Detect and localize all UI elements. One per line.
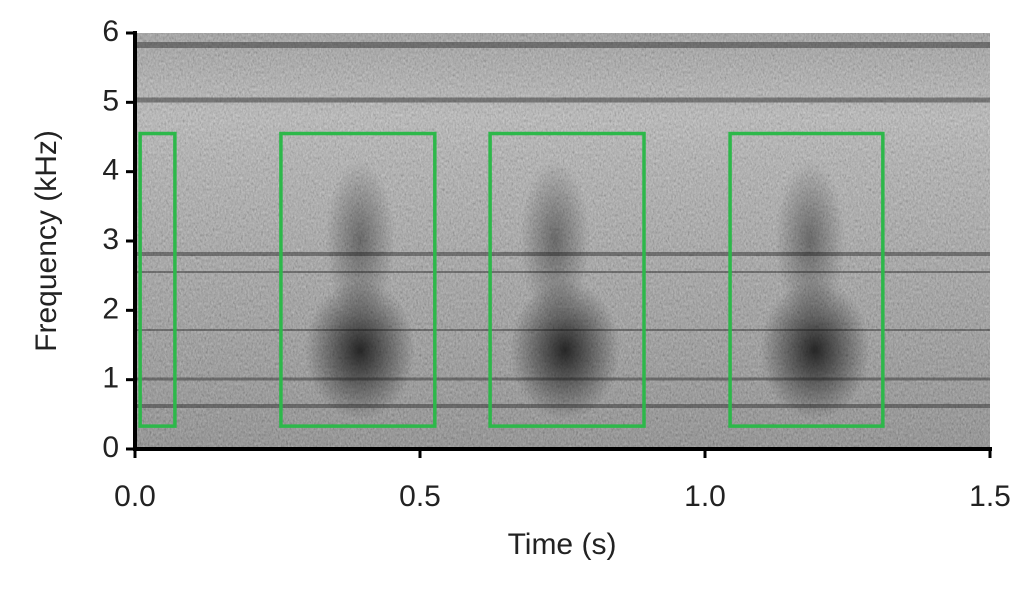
spectrogram-image <box>135 33 990 449</box>
region-box <box>728 131 885 428</box>
region-box <box>279 131 437 428</box>
x-tick-label: 1.5 <box>969 480 1011 513</box>
x-axis-label: Time (s) <box>508 528 617 561</box>
y-tick-label: 3 <box>102 223 119 256</box>
y-tick-label: 0 <box>102 431 119 464</box>
x-tick-label: 0.5 <box>399 480 441 513</box>
y-tick-label: 5 <box>102 84 119 117</box>
y-tick-label: 4 <box>102 154 119 187</box>
y-tick-label: 1 <box>102 362 119 395</box>
x-tick-label: 0.0 <box>114 480 156 513</box>
region-box <box>488 131 646 428</box>
y-tick-label: 2 <box>102 292 119 325</box>
y-tick-label: 6 <box>102 15 119 48</box>
x-tick-label: 1.0 <box>684 480 726 513</box>
y-axis-label: Frequency (kHz) <box>30 130 63 352</box>
region-box <box>138 131 177 428</box>
